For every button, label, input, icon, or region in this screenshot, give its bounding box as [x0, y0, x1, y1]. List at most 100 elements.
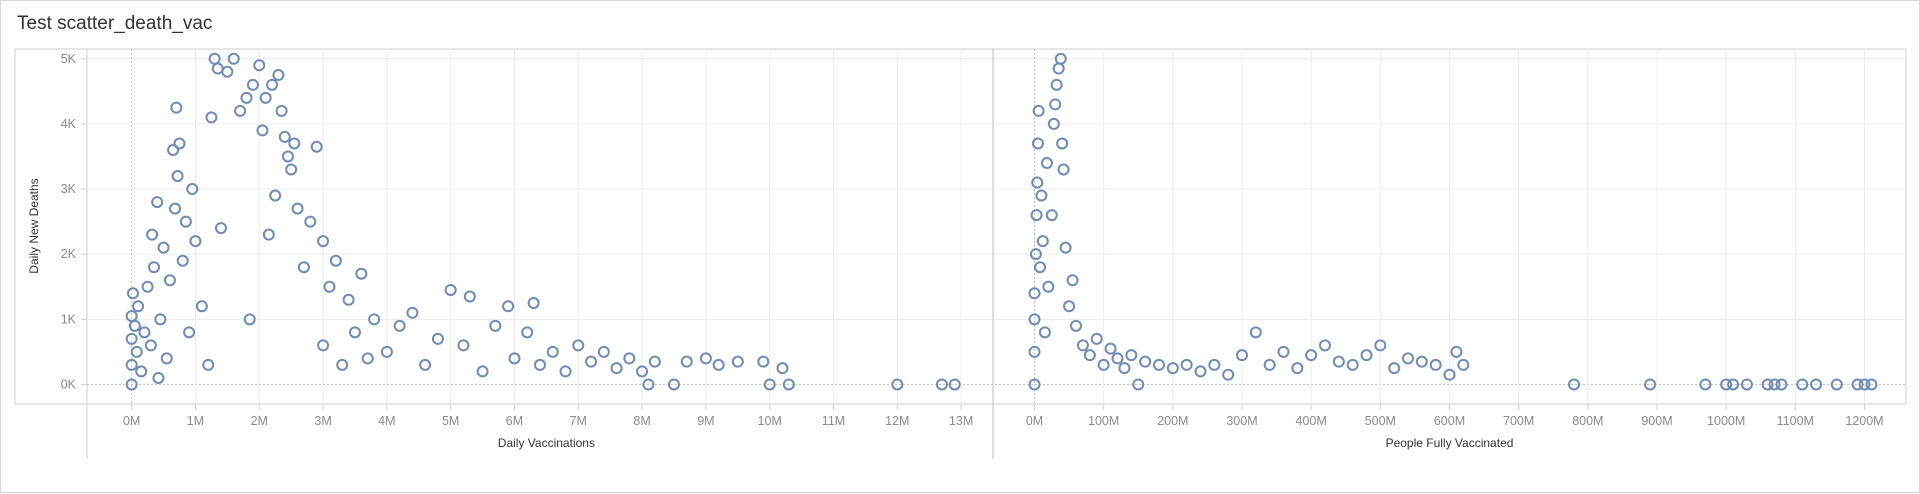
y-tick-label: 1K	[61, 312, 77, 326]
scatter-point	[1118, 362, 1131, 375]
x-tick-label: 200M	[1157, 414, 1188, 428]
scatter-point	[202, 358, 215, 371]
scatter-point	[1194, 365, 1207, 378]
scatter-point	[348, 326, 361, 339]
scatter-point	[1052, 62, 1065, 75]
scatter-point	[288, 137, 301, 150]
x-tick-label: 900M	[1641, 414, 1672, 428]
scatter-point	[317, 339, 330, 352]
scatter-point	[757, 355, 770, 368]
scatter-point	[1319, 339, 1331, 352]
scatter-point	[125, 378, 138, 391]
scatter-point	[240, 91, 253, 104]
scatter-point	[1066, 274, 1079, 287]
scatter-point	[1249, 326, 1262, 339]
scatter-point	[763, 378, 776, 391]
y-tick-label: 2K	[61, 247, 77, 261]
scatter-point	[1050, 78, 1063, 91]
scatter-point	[355, 267, 368, 280]
scatter-point	[147, 261, 160, 274]
scatter-point	[1761, 378, 1774, 391]
x-tick-label: 1000M	[1707, 414, 1745, 428]
scatter-point	[125, 332, 138, 345]
scatter-point	[275, 104, 288, 117]
scatter-point	[642, 378, 655, 391]
scatter-point	[1030, 209, 1043, 222]
scatter-point	[154, 313, 167, 326]
scatter-point	[157, 241, 170, 254]
scatter-point	[253, 59, 266, 72]
scatter-point	[342, 293, 355, 306]
scatter-point	[146, 228, 159, 241]
scatter-point	[648, 355, 661, 368]
scatter-point	[1166, 362, 1179, 375]
x-tick-label: 7M	[570, 414, 587, 428]
scatter-point	[572, 339, 585, 352]
y-tick-label: 4K	[61, 117, 77, 131]
scatter-point	[1360, 349, 1373, 362]
scatter-point	[368, 313, 381, 326]
scatter-point	[125, 358, 138, 371]
scatter-point	[1720, 378, 1733, 391]
y-tick-label: 3K	[61, 182, 77, 196]
scatter-point	[221, 65, 234, 78]
y-tick-label: 0K	[61, 377, 77, 391]
x-tick-label: 5M	[442, 414, 459, 428]
scatter-point	[1796, 378, 1809, 391]
scatter-point	[234, 104, 247, 117]
x-tick-label: 11M	[822, 414, 845, 428]
scatter-point	[1054, 52, 1067, 65]
x-tick-label: 4M	[378, 414, 395, 428]
scatter-point	[128, 319, 141, 332]
scatter-point	[256, 124, 269, 137]
scatter-point	[1699, 378, 1712, 391]
scatter-point	[278, 130, 291, 143]
scatter-point	[259, 91, 272, 104]
scatter-point	[431, 332, 444, 345]
scatter-point	[1035, 189, 1048, 202]
scatter-point	[171, 170, 184, 183]
scatter-point	[1097, 358, 1110, 371]
scatter-point	[610, 362, 623, 375]
scatter-point	[1029, 248, 1042, 261]
scatter-point	[151, 196, 164, 209]
scatter-point	[285, 163, 298, 176]
scatter-point	[527, 297, 540, 310]
scatter-point	[1028, 378, 1041, 391]
scatter-point	[712, 358, 725, 371]
x-tick-label: 600M	[1434, 414, 1465, 428]
dashboard-title: Test scatter_death_vac	[17, 13, 213, 34]
scatter-point	[1388, 362, 1401, 375]
x-axis-title: People Fully Vaccinated	[1386, 436, 1514, 450]
scatter-point	[1865, 378, 1878, 391]
x-tick-label: 300M	[1226, 414, 1257, 428]
scatter-point	[1040, 156, 1053, 169]
scatter-point	[281, 150, 294, 163]
scatter-point	[1457, 358, 1470, 371]
scatter-point	[1153, 358, 1165, 371]
scatter-point	[169, 202, 182, 215]
scatter-point	[1090, 332, 1103, 345]
x-axis-title: Daily Vaccinations	[498, 436, 595, 450]
x-tick-label: 1M	[187, 414, 204, 428]
scatter-point	[160, 352, 173, 365]
y-axis-title: Daily New Deaths	[27, 178, 41, 273]
scatter-point	[297, 261, 310, 274]
scatter-point	[304, 215, 317, 228]
x-tick-label: 0M	[1026, 414, 1043, 428]
scatter-point	[1042, 280, 1055, 293]
x-tick-label: 6M	[506, 414, 523, 428]
x-tick-label: 0M	[123, 414, 140, 428]
scatter-point	[1038, 326, 1051, 339]
scatter-point	[1346, 358, 1359, 371]
scatter-point	[1076, 339, 1089, 352]
scatter-point	[317, 235, 330, 248]
scatter-point	[1034, 261, 1047, 274]
scatter-point	[1291, 362, 1304, 375]
scatter-point	[1111, 352, 1124, 365]
scatter-point	[1429, 358, 1442, 371]
scatter-point	[380, 345, 393, 358]
scatter-point	[597, 345, 610, 358]
y-tick-label: 5K	[61, 52, 77, 66]
scatter-point	[782, 378, 795, 391]
